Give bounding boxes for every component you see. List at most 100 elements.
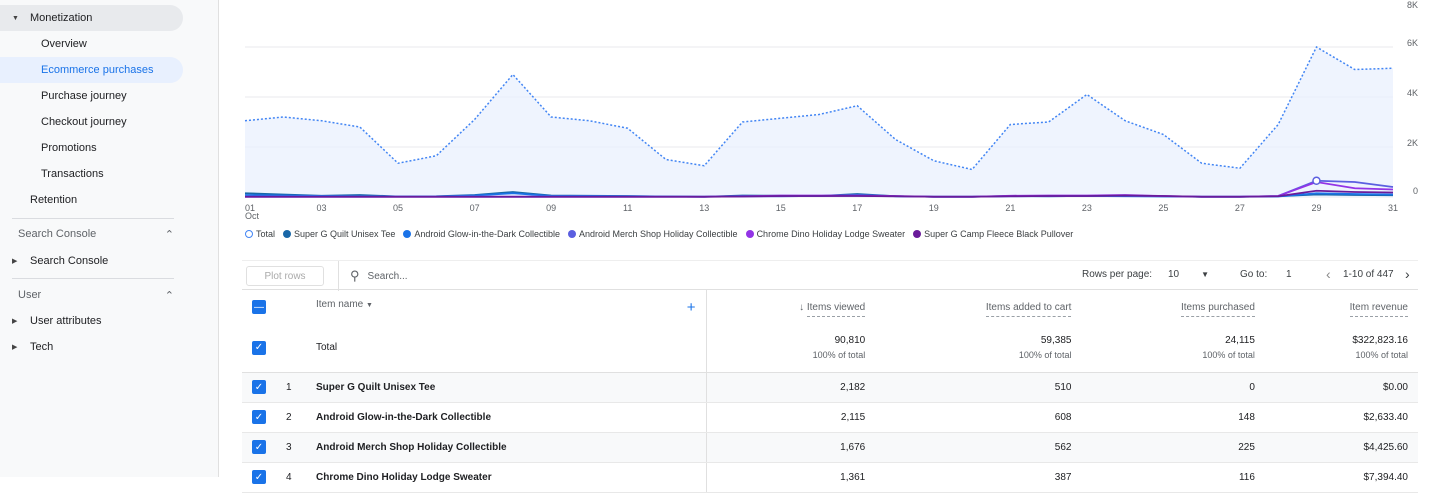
item-name: Android Merch Shop Holiday Collectible bbox=[306, 432, 707, 463]
metric-value: 0 bbox=[1081, 372, 1265, 403]
nav-retention[interactable]: Retention bbox=[30, 194, 78, 206]
legend-item[interactable]: Android Glow-in-the-Dark Collectible bbox=[403, 229, 560, 239]
prev-page-icon[interactable]: ‹ bbox=[1326, 266, 1331, 282]
chevron-up-icon[interactable]: ⌃ bbox=[164, 229, 174, 241]
table-row[interactable]: ✓ 4 Chrome Dino Holiday Lodge Sweater 1,361… bbox=[242, 462, 1418, 493]
legend-item[interactable]: Super G Quilt Unisex Tee bbox=[283, 229, 395, 239]
item-name: Android Glow-in-the-Dark Collectible bbox=[306, 402, 707, 433]
rows-per-page-select[interactable]: 10 ▼ bbox=[1168, 269, 1209, 280]
nav-label: Search Console bbox=[30, 255, 109, 267]
x-tick-label: 09 bbox=[546, 203, 556, 213]
plot-rows-button[interactable]: Plot rows bbox=[246, 266, 324, 286]
divider bbox=[12, 218, 174, 219]
x-tick-label: 19 bbox=[929, 203, 939, 213]
legend-item[interactable]: Super G Camp Fleece Black Pullover bbox=[913, 229, 1073, 239]
line-chart: 8K 6K 4K 2K 0 01 03 05 07 09 11 13 15 17 19 21 23 25 27 29 3… bbox=[244, 0, 1418, 221]
checkbox[interactable]: ✓ bbox=[252, 410, 266, 424]
metric-value: $0.00 bbox=[1264, 372, 1418, 403]
legend-label: Android Merch Shop Holiday Collectible bbox=[578, 229, 738, 239]
x-tick-label: 31 bbox=[1388, 203, 1398, 213]
metric-value: 116 bbox=[1081, 462, 1265, 493]
nav-checkout-journey[interactable]: Checkout journey bbox=[41, 116, 127, 128]
goto-input[interactable]: 1 bbox=[1286, 269, 1292, 280]
dropdown-arrow-icon[interactable]: ▼ bbox=[366, 301, 373, 309]
next-page-icon[interactable]: › bbox=[1405, 266, 1410, 282]
total-value: $322,823.16 bbox=[1352, 335, 1408, 347]
total-value: 59,385 bbox=[1040, 335, 1072, 347]
metric-value: 1,676 bbox=[706, 432, 876, 463]
x-tick-label: 29 bbox=[1311, 203, 1321, 213]
item-name-header[interactable]: Item name bbox=[316, 298, 364, 310]
item-revenue-header[interactable]: Item revenue bbox=[1349, 301, 1408, 317]
items-purchased-header[interactable]: Items purchased bbox=[1180, 301, 1255, 317]
y-tick-label: 2K bbox=[1407, 138, 1418, 148]
table-row[interactable]: ✓ 2 Android Glow-in-the-Dark Collectible 2,… bbox=[242, 402, 1418, 433]
caret-right-icon: ▶ bbox=[12, 258, 18, 265]
items-added-header[interactable]: Items added to cart bbox=[985, 301, 1072, 317]
metric-value: 148 bbox=[1081, 402, 1265, 433]
nav-transactions[interactable]: Transactions bbox=[41, 168, 104, 180]
rows-per-page-label: Rows per page: bbox=[1082, 269, 1153, 280]
dropdown-arrow-icon: ▼ bbox=[1201, 270, 1210, 279]
y-tick-label: 4K bbox=[1407, 88, 1418, 98]
legend-item[interactable]: Total bbox=[245, 229, 275, 239]
metric-value: 608 bbox=[875, 402, 1082, 433]
nav-user-attributes[interactable]: ▶ User attributes bbox=[0, 308, 183, 334]
select-all-checkbox[interactable]: — bbox=[252, 300, 266, 314]
caret-right-icon: ▶ bbox=[12, 318, 18, 325]
goto-label: Go to: bbox=[1240, 269, 1268, 280]
metric-value: $2,633.40 bbox=[1264, 402, 1418, 433]
nav-promotions[interactable]: Promotions bbox=[41, 142, 97, 154]
x-tick-label: 23 bbox=[1082, 203, 1092, 213]
section-search-console[interactable]: Search Console ⌃ bbox=[18, 228, 174, 241]
metric-value: 510 bbox=[875, 372, 1082, 403]
nav-overview[interactable]: Overview bbox=[41, 38, 87, 50]
add-dimension-icon[interactable]: + bbox=[686, 298, 696, 316]
total-pct: 100% of total bbox=[812, 350, 866, 361]
legend-dot-icon bbox=[245, 230, 253, 238]
x-tick-label: 15 bbox=[776, 203, 786, 213]
legend-label: Android Glow-in-the-Dark Collectible bbox=[414, 229, 560, 239]
total-pct: 100% of total bbox=[1202, 350, 1255, 361]
checkbox[interactable]: ✓ bbox=[252, 440, 266, 454]
checkbox[interactable]: ✓ bbox=[252, 470, 266, 484]
item-name: Chrome Dino Holiday Lodge Sweater bbox=[306, 462, 707, 493]
total-row: ✓ Total 90,810 100% of total 59,385 100% o… bbox=[242, 324, 1418, 373]
chevron-up-icon[interactable]: ⌃ bbox=[164, 290, 174, 302]
chart-legend: Total Super G Quilt Unisex Tee Android Glo… bbox=[245, 229, 1073, 239]
series-line bbox=[245, 189, 1394, 198]
metric-value: $4,425.60 bbox=[1264, 432, 1418, 463]
legend-dot-icon bbox=[283, 230, 292, 238]
nav-tech[interactable]: ▶ Tech bbox=[0, 334, 183, 360]
caret-down-icon: ▼ bbox=[12, 14, 19, 22]
items-viewed-header[interactable]: Items viewed bbox=[806, 301, 866, 317]
search-box[interactable]: ⚲ Search... bbox=[350, 268, 408, 284]
x-tick-label: 11 bbox=[623, 203, 632, 213]
legend-label: Total bbox=[256, 229, 276, 239]
item-name: Super G Quilt Unisex Tee bbox=[306, 372, 707, 403]
nav-ecommerce-purchases[interactable]: Ecommerce purchases bbox=[0, 57, 183, 83]
legend-dot-icon bbox=[913, 230, 922, 238]
legend-item[interactable]: Android Merch Shop Holiday Collectible bbox=[567, 229, 738, 239]
rank: 2 bbox=[276, 402, 306, 433]
y-tick-label: 6K bbox=[1407, 38, 1418, 48]
header-row: — Item name ▼ + ↓ Items viewed Items adde… bbox=[242, 290, 1418, 324]
total-pct: 100% of total bbox=[1018, 350, 1072, 361]
total-value: 90,810 bbox=[834, 335, 866, 347]
checkbox[interactable]: ✓ bbox=[252, 380, 266, 394]
section-user[interactable]: User ⌃ bbox=[18, 289, 174, 302]
y-tick-label: 8K bbox=[1407, 0, 1418, 10]
table-row[interactable]: ✓ 1 Super G Quilt Unisex Tee 2,182 510 0 $0.00 bbox=[242, 372, 1418, 403]
search-input[interactable]: Search... bbox=[367, 270, 408, 282]
metric-value: 387 bbox=[875, 462, 1082, 493]
divider bbox=[338, 261, 339, 291]
nav-search-console[interactable]: ▶ Search Console bbox=[0, 248, 183, 274]
metric-value: 225 bbox=[1081, 432, 1265, 463]
table-row[interactable]: ✓ 3 Android Merch Shop Holiday Collectible… bbox=[242, 432, 1418, 463]
checkbox[interactable]: ✓ bbox=[252, 340, 266, 355]
hover-point bbox=[1312, 176, 1321, 185]
nav-purchase-journey[interactable]: Purchase journey bbox=[41, 90, 127, 102]
nav-monetization[interactable]: ▼ Monetization bbox=[0, 5, 183, 31]
x-tick-label: 05 bbox=[393, 203, 403, 213]
legend-item[interactable]: Chrome Dino Holiday Lodge Sweater bbox=[745, 229, 905, 239]
